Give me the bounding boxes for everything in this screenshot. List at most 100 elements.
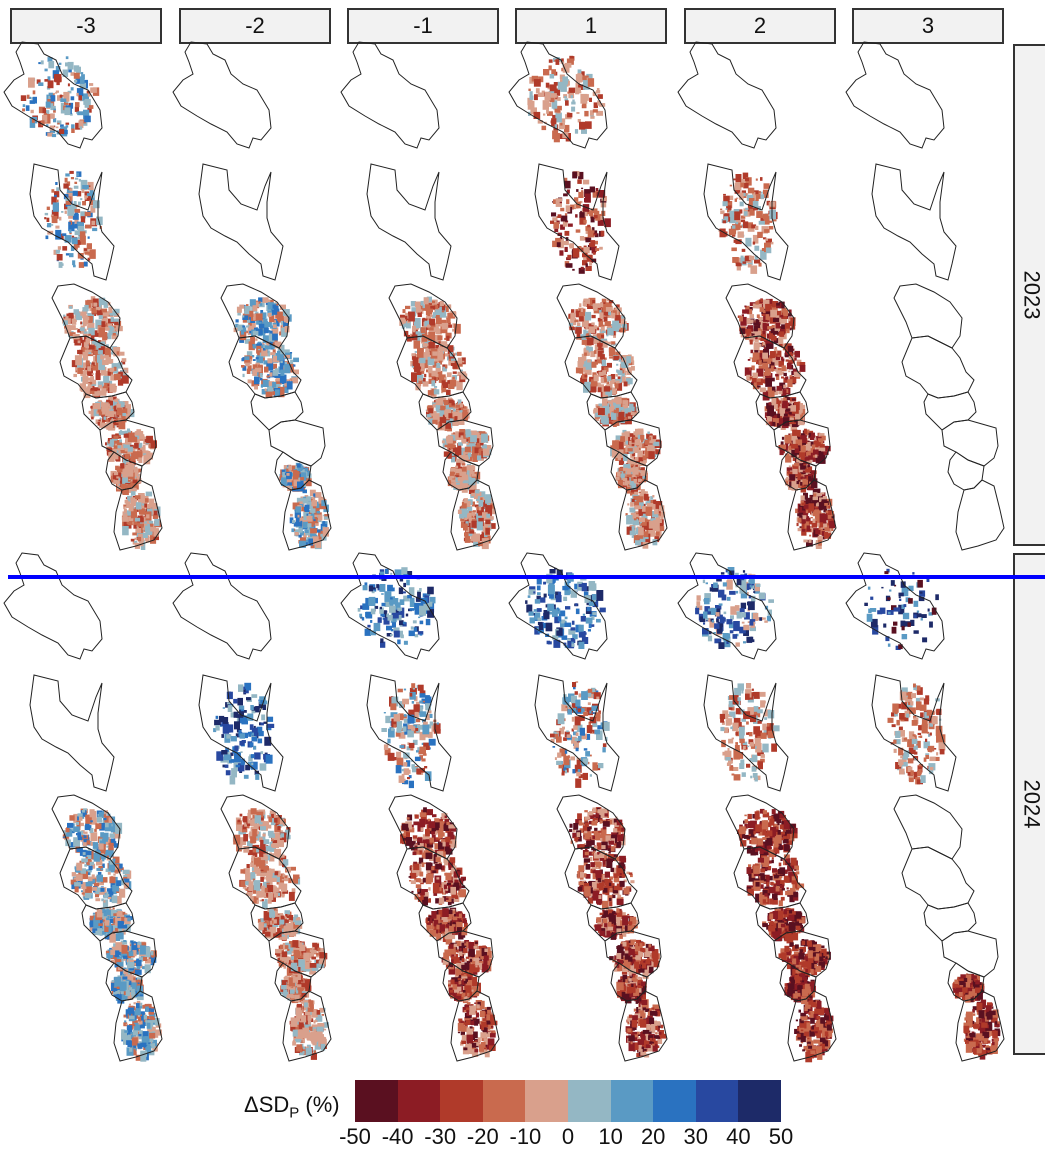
raster-cell: [795, 477, 801, 484]
raster-cell: [40, 60, 44, 65]
raster-cell: [480, 534, 484, 538]
raster-cell: [788, 370, 791, 373]
basin-outline: [436, 419, 494, 467]
raster-cell: [308, 514, 311, 517]
raster-cell: [582, 359, 588, 367]
raster-cell: [415, 383, 421, 391]
raster-cell: [639, 467, 645, 471]
raster-cell: [447, 355, 450, 361]
raster-cell: [586, 73, 593, 80]
raster-cell: [70, 246, 75, 251]
raster-cell: [552, 240, 558, 248]
raster-cell: [122, 458, 129, 466]
raster-cell: [580, 71, 585, 76]
raster-cell: [123, 401, 129, 406]
raster-cell: [649, 435, 656, 444]
raster-cell: [470, 430, 477, 437]
raster-cell: [80, 216, 86, 223]
raster-cell: [119, 439, 122, 443]
raster-cell: [121, 416, 127, 423]
raster-cell: [423, 377, 426, 382]
raster-cell: [565, 263, 573, 268]
raster-cell: [91, 307, 97, 314]
raster-cell: [595, 404, 599, 408]
raster-cell: [261, 389, 268, 395]
raster-cell: [554, 228, 559, 232]
raster-cell: [786, 476, 789, 481]
raster-cell: [468, 452, 472, 457]
raster-cell: [255, 338, 258, 341]
raster-cell: [127, 446, 133, 452]
raster-cell: [460, 435, 464, 440]
raster-cell: [429, 318, 435, 326]
raster-cell: [593, 304, 598, 311]
raster-cell: [458, 361, 463, 367]
raster-cell: [464, 498, 468, 504]
raster-cell: [49, 125, 55, 131]
raster-cell: [20, 95, 27, 101]
raster-cell: [781, 365, 786, 372]
raster-cell: [88, 304, 94, 309]
raster-cell: [434, 358, 438, 361]
raster-cell: [752, 372, 758, 378]
raster-cell: [108, 452, 115, 462]
raster-cell: [62, 246, 68, 251]
raster-cell: [551, 118, 557, 126]
raster-cell: [125, 414, 130, 418]
raster-cell: [146, 503, 151, 509]
raster-cell: [741, 248, 746, 252]
raster-cell: [113, 326, 117, 329]
raster-cell: [105, 442, 108, 446]
raster-cell: [590, 216, 595, 223]
raster-cell: [780, 441, 784, 445]
raster-cell: [46, 206, 50, 210]
raster-cell: [111, 334, 118, 340]
raster-cell: [589, 110, 594, 116]
raster-cell: [444, 337, 447, 341]
raster-cell: [127, 484, 132, 488]
raster-cell: [436, 401, 439, 404]
raster-cell: [63, 183, 69, 189]
raster-cell: [779, 314, 784, 318]
raster-cell: [464, 504, 467, 507]
raster-cell: [603, 367, 609, 372]
raster-cell: [290, 478, 293, 481]
raster-cell: [428, 342, 435, 349]
raster-cell: [135, 468, 142, 473]
raster-cell: [601, 340, 608, 348]
raster-cell: [464, 521, 467, 524]
raster-cell: [149, 526, 157, 532]
raster-cell: [659, 505, 665, 512]
raster-cell: [134, 517, 141, 522]
raster-cell: [261, 312, 267, 319]
raster-cell: [107, 371, 111, 376]
raster-cell: [729, 184, 733, 187]
raster-cell: [722, 231, 728, 237]
raster-cell: [610, 343, 613, 346]
raster-cell: [618, 358, 622, 362]
raster-cell: [601, 230, 604, 235]
raster-cell: [774, 347, 777, 349]
raster-cell: [599, 246, 603, 250]
raster-cell: [814, 506, 818, 509]
raster-cell: [634, 456, 641, 461]
raster-cell: [485, 494, 492, 504]
raster-cell: [745, 237, 752, 247]
raster-cell: [85, 300, 91, 308]
raster-cell: [420, 300, 424, 306]
raster-cell: [574, 319, 579, 323]
raster-cell: [786, 362, 792, 370]
raster-cell: [748, 255, 755, 261]
raster-cell: [467, 470, 470, 473]
raster-cell: [765, 344, 771, 349]
raster-cell: [655, 528, 660, 532]
raster-cell: [786, 397, 791, 401]
raster-cell: [46, 217, 50, 222]
raster-cell: [593, 252, 596, 255]
raster-cell: [466, 501, 471, 507]
raster-cell: [67, 61, 74, 70]
raster-cell: [640, 434, 645, 441]
raster-cell: [736, 197, 739, 200]
raster-cell: [110, 439, 116, 448]
raster-cell: [108, 396, 114, 402]
